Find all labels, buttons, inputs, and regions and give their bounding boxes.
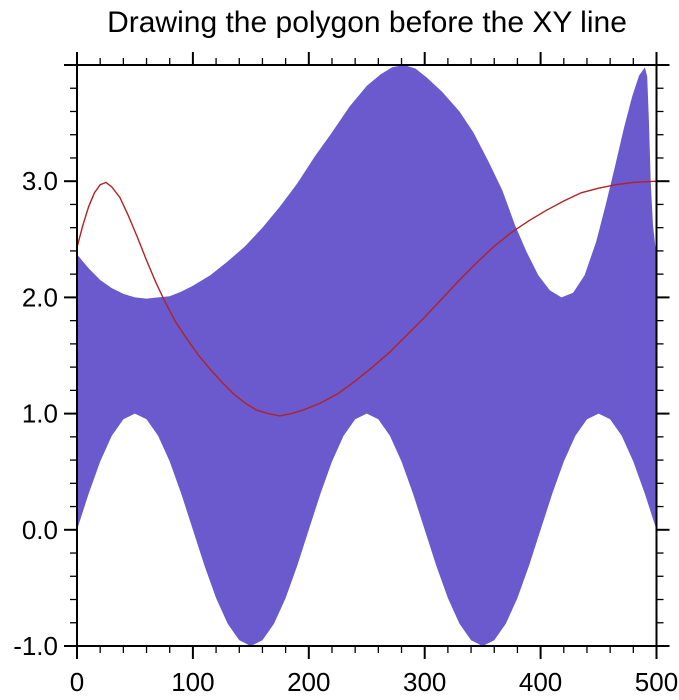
y-tick-label: 3.0 (22, 166, 58, 196)
xy-line (76, 180, 657, 417)
x-tick-label: 100 (171, 667, 214, 697)
chart-title: Drawing the polygon before the XY line (107, 6, 627, 39)
x-tick-label: 400 (519, 667, 562, 697)
y-tick-label: -1.0 (13, 631, 58, 661)
x-tick-label: 0 (70, 667, 84, 697)
y-tick-label: 0.0 (22, 515, 58, 545)
axis-box (76, 64, 658, 647)
x-tick-label: 500 (635, 667, 678, 697)
y-tick-label: 2.0 (22, 282, 58, 312)
filled-band-polygon (77, 65, 657, 646)
x-tick-label: 200 (287, 667, 330, 697)
x-tick-label: 300 (403, 667, 446, 697)
y-tick-label: 1.0 (22, 399, 58, 429)
